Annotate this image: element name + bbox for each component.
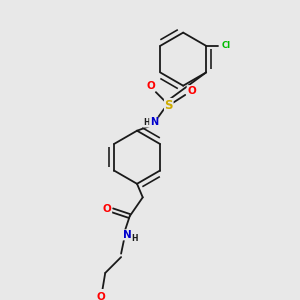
Text: H: H [144,118,150,127]
Text: O: O [146,81,155,91]
Text: O: O [97,292,105,300]
Text: N: N [123,230,132,240]
Text: O: O [187,85,196,96]
Text: Cl: Cl [222,41,231,50]
Text: N: N [150,117,158,127]
Text: S: S [164,98,173,112]
Text: O: O [103,204,112,214]
Text: H: H [132,234,138,243]
